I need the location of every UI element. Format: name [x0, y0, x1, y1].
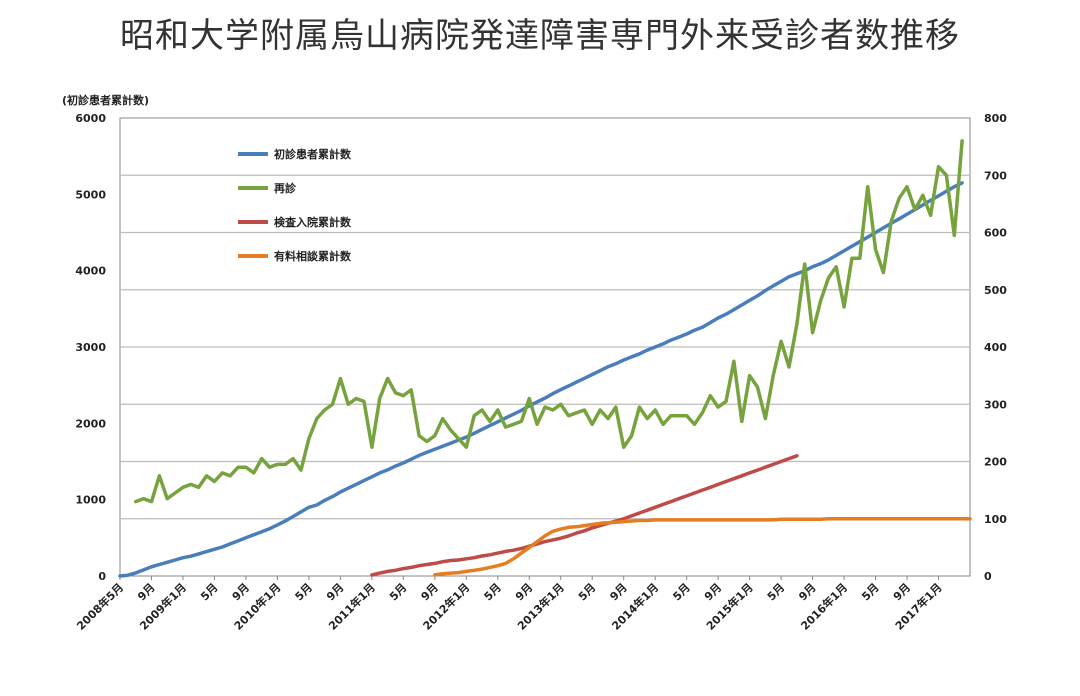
right-tick-label: 200 — [984, 456, 1007, 469]
x-tick-label: 5月 — [198, 581, 220, 603]
right-tick-label: 100 — [984, 513, 1007, 526]
left-tick-label: 3000 — [75, 341, 106, 354]
x-tick-label: 2008年5月 — [74, 580, 127, 633]
left-tick-label: 1000 — [75, 494, 106, 507]
right-tick-label: 400 — [984, 341, 1007, 354]
x-tick-label: 9月 — [419, 581, 441, 603]
left-tick-label: 0 — [98, 570, 106, 583]
right-axis-ticks: 0 100 200 300 400 500 600 700 800 — [984, 112, 1007, 583]
series-line — [118, 181, 964, 578]
x-tick-label: 9月 — [796, 581, 818, 603]
right-tick-label: 600 — [984, 227, 1007, 240]
x-tick-label: 5月 — [293, 581, 315, 603]
x-tick-label: 5月 — [576, 581, 598, 603]
x-tick-label: 9月 — [702, 581, 724, 603]
right-tick-label: 700 — [984, 169, 1007, 182]
legend-label: 有料相談累計数 — [274, 249, 352, 263]
legend-label: 検査入院累計数 — [274, 215, 352, 229]
right-tick-label: 0 — [984, 570, 992, 583]
x-tick-label: 5月 — [859, 581, 881, 603]
x-tick-label: 9月 — [513, 581, 535, 603]
right-tick-label: 800 — [984, 112, 1007, 125]
left-axis-title: (初診患者累計数) — [62, 93, 149, 107]
series-line — [370, 454, 799, 577]
x-tick-label: 5月 — [765, 581, 787, 603]
right-tick-label: 500 — [984, 284, 1007, 297]
left-tick-label: 5000 — [75, 188, 106, 201]
page-title: 昭和大学附属烏山病院発達障害専門外来受診者数推移 — [120, 16, 960, 56]
series-lines — [118, 139, 972, 578]
legend-label: 再診 — [274, 181, 297, 195]
x-tick-label: 9月 — [135, 581, 157, 603]
left-tick-label: 2000 — [75, 417, 106, 430]
left-axis-ticks: 0 1000 2000 3000 4000 5000 6000 — [75, 112, 106, 583]
right-tick-label: 300 — [984, 398, 1007, 411]
left-tick-label: 6000 — [75, 112, 106, 125]
left-tick-label: 4000 — [75, 265, 106, 278]
x-tick-label: 9月 — [324, 581, 346, 603]
x-tick-label: 5月 — [482, 581, 504, 603]
series-line — [133, 139, 964, 504]
x-tick-label: 9月 — [891, 581, 913, 603]
x-tick-label: 5月 — [387, 581, 409, 603]
legend-label: 初診患者累計数 — [274, 147, 352, 161]
series-line — [433, 517, 972, 577]
x-tick-label: 9月 — [230, 581, 252, 603]
x-tick-label: 5月 — [670, 581, 692, 603]
x-tick-label: 9月 — [607, 581, 629, 603]
